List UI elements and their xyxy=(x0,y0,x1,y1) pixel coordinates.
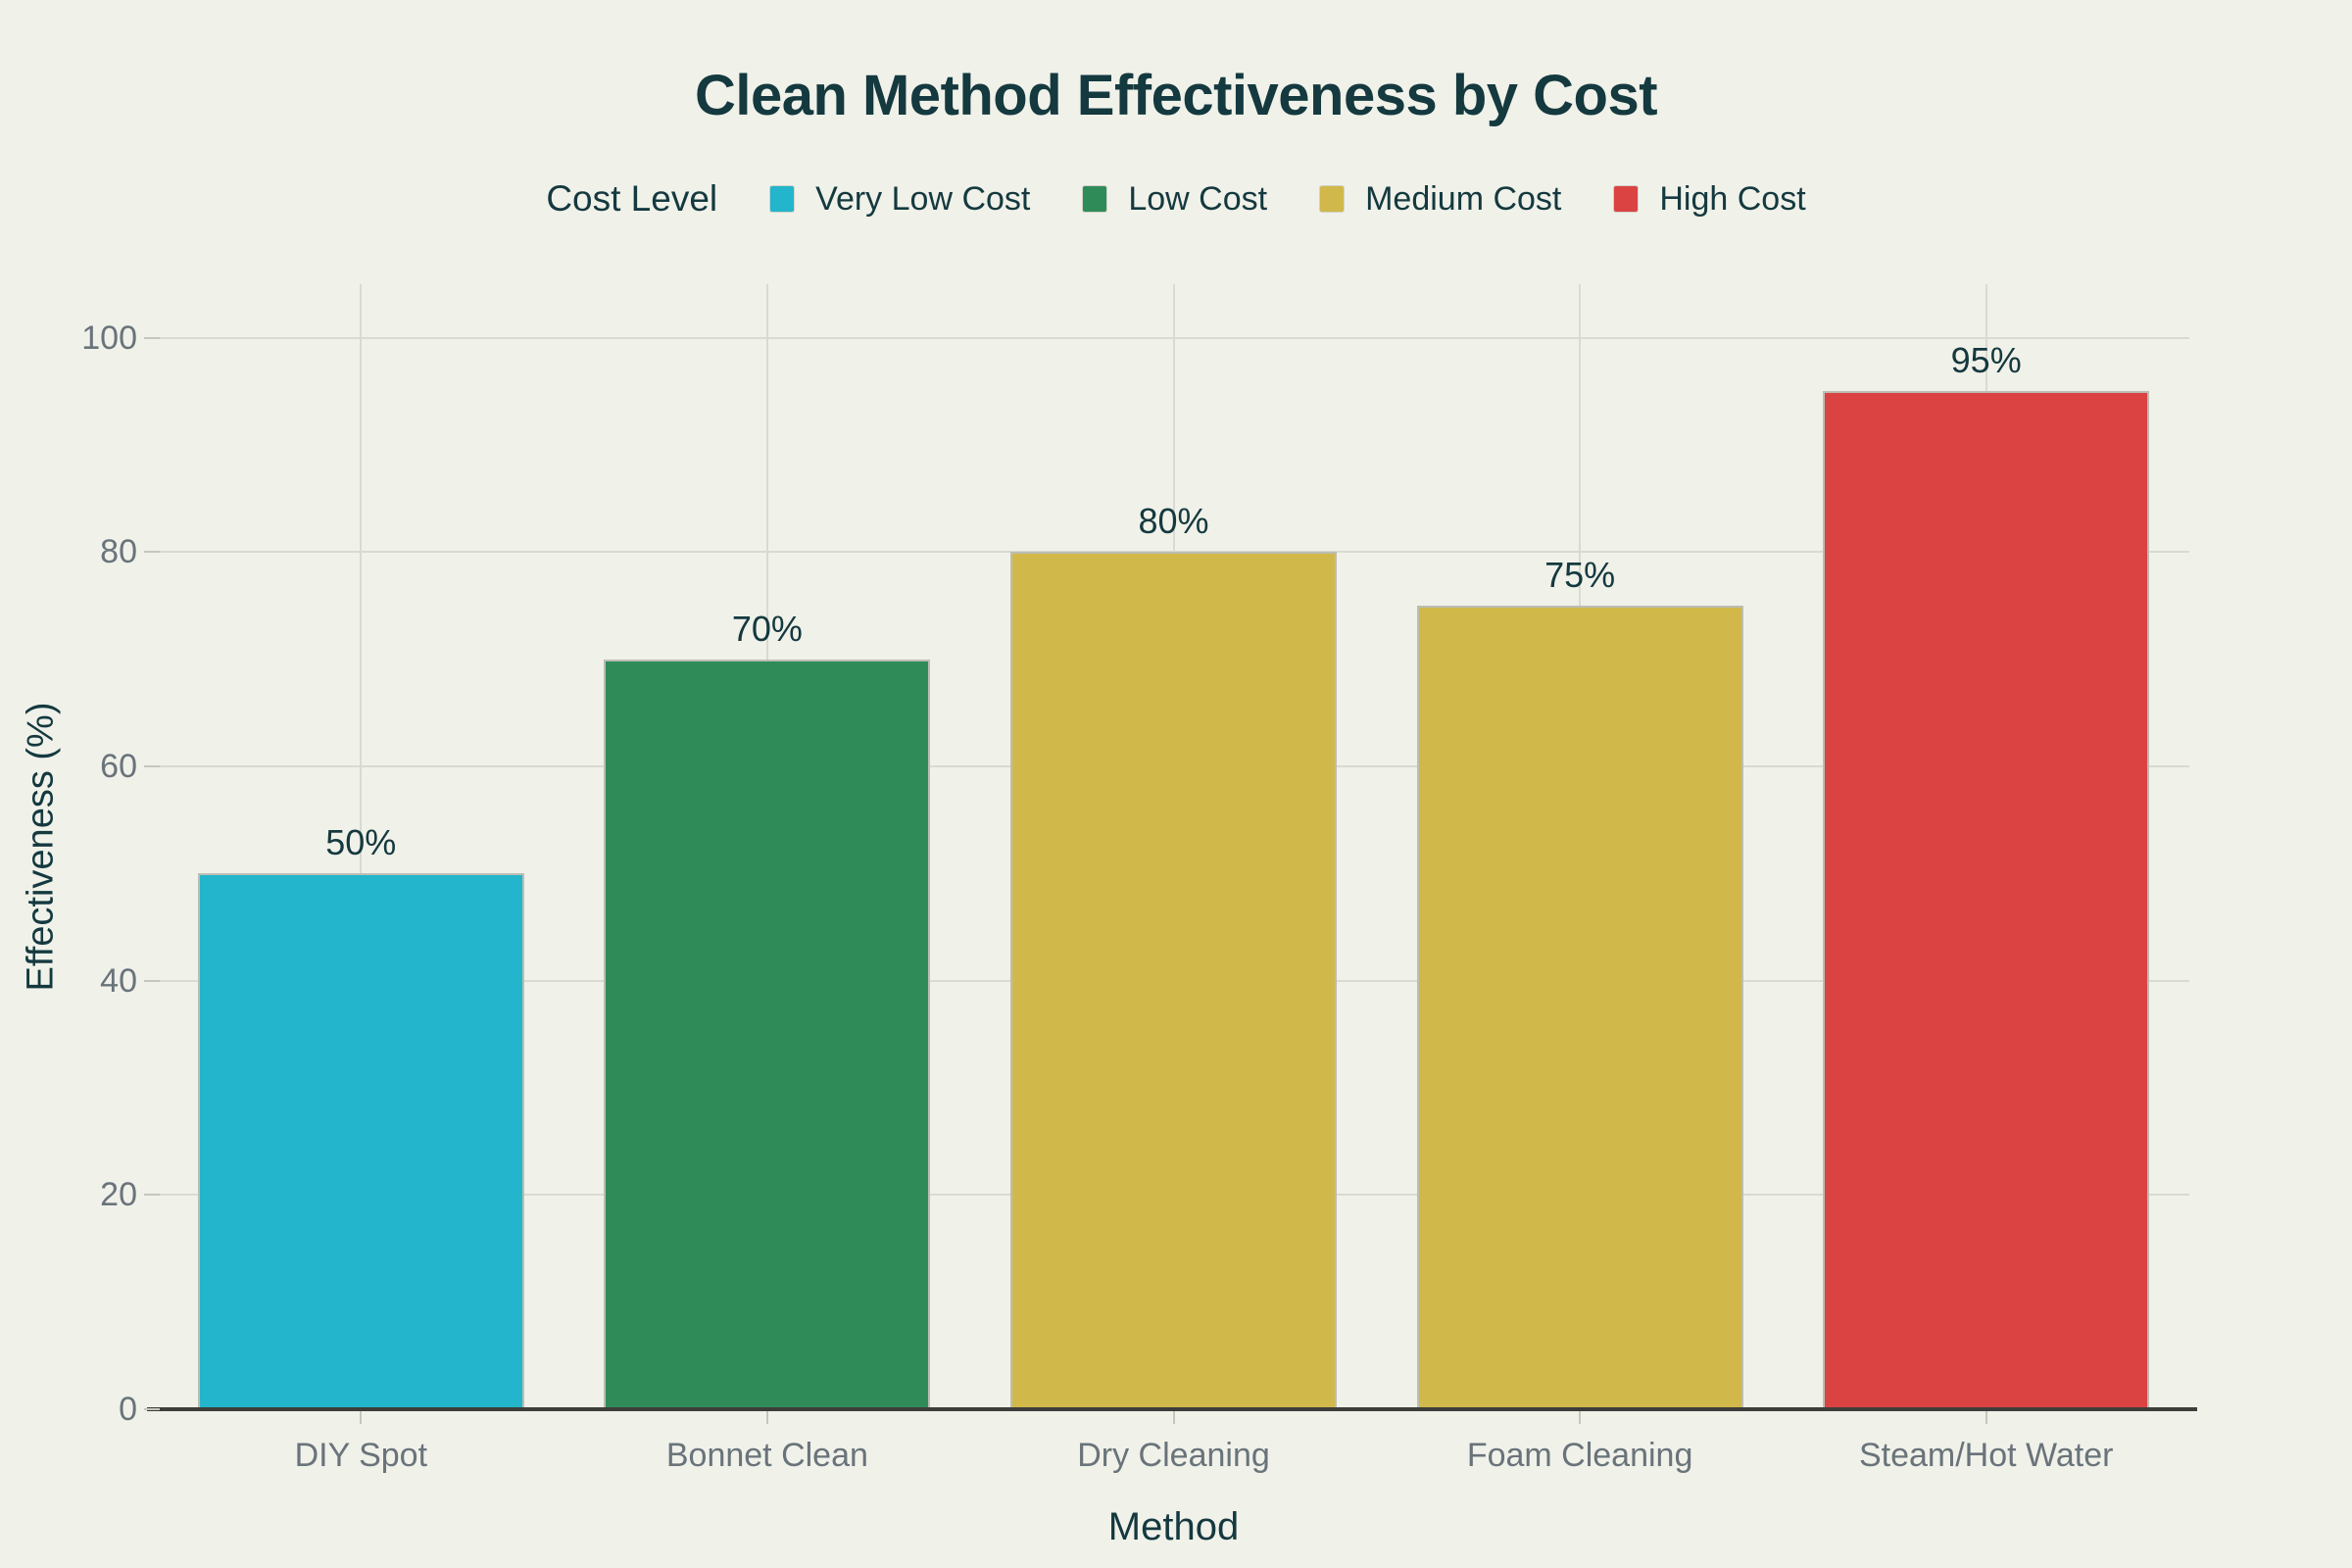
bar-value-label: 75% xyxy=(1544,555,1616,595)
y-tick-label: 40 xyxy=(100,961,137,1000)
y-tick-mark xyxy=(144,979,160,982)
legend-title: Cost Level xyxy=(546,178,718,219)
bar-steam-hot-water[interactable] xyxy=(1823,391,2150,1409)
legend-swatch-icon xyxy=(1614,186,1639,212)
x-tick-label: DIY Spot xyxy=(294,1437,428,1474)
bar-value-label: 70% xyxy=(731,608,803,649)
x-tick-mark xyxy=(360,1411,363,1424)
legend-swatch-icon xyxy=(1083,186,1107,212)
y-tick-mark xyxy=(144,551,160,554)
y-tick-mark xyxy=(144,1194,160,1197)
y-tick-label: 20 xyxy=(100,1176,137,1214)
legend-item-medium-cost[interactable]: Medium Cost xyxy=(1320,180,1561,219)
bar-value-label: 95% xyxy=(1950,340,2022,381)
y-tick-mark xyxy=(144,1408,160,1410)
x-gridline-diy-spot xyxy=(360,284,363,1409)
legend-swatch-icon xyxy=(1320,186,1345,212)
legend-swatch-icon xyxy=(770,186,795,212)
legend-item-label: Medium Cost xyxy=(1365,179,1562,218)
y-tick-label: 80 xyxy=(100,533,137,571)
x-tick-mark xyxy=(1172,1411,1175,1424)
bar-value-label: 80% xyxy=(1138,501,1209,542)
x-axis-title: Method xyxy=(1107,1505,1240,1548)
bar-bonnet-clean[interactable] xyxy=(604,659,931,1409)
y-tick-label: 0 xyxy=(119,1391,137,1428)
x-tick-label: Steam/Hot Water xyxy=(1858,1437,2114,1474)
y-tick-mark xyxy=(144,336,160,339)
x-tick-mark xyxy=(1984,1411,1987,1424)
x-tick-label: Foam Cleaning xyxy=(1466,1437,1693,1474)
x-tick-mark xyxy=(765,1411,768,1424)
legend-item-low-cost[interactable]: Low Cost xyxy=(1083,180,1267,219)
y-axis-title: Effectiveness (%) xyxy=(20,702,62,992)
plot-area: 50% 70% 80% 75% 95% xyxy=(158,284,2189,1409)
x-tick-mark xyxy=(1579,1411,1582,1424)
legend-item-very-low-cost[interactable]: Very Low Cost xyxy=(770,180,1030,219)
x-tick-label: Bonnet Clean xyxy=(665,1437,868,1474)
bar-dry-cleaning[interactable] xyxy=(1010,552,1337,1409)
bar-value-label: 50% xyxy=(325,822,397,863)
legend-item-label: Low Cost xyxy=(1128,179,1268,218)
y-tick-label: 100 xyxy=(81,318,137,357)
legend: Cost Level Very Low Cost Low Cost Medium C… xyxy=(0,174,2352,223)
chart-title: Clean Method Effectiveness by Cost xyxy=(694,64,1658,127)
x-axis-line xyxy=(147,1407,2197,1411)
legend-item-label: Very Low Cost xyxy=(815,179,1031,218)
legend-item-high-cost[interactable]: High Cost xyxy=(1614,179,1806,219)
x-tick-label: Dry Cleaning xyxy=(1077,1437,1270,1474)
y-tick-label: 60 xyxy=(100,748,137,785)
legend-item-label: High Cost xyxy=(1659,179,1806,218)
bar-diy-spot[interactable] xyxy=(197,873,524,1409)
y-tick-mark xyxy=(144,765,160,767)
bar-foam-cleaning[interactable] xyxy=(1416,606,1743,1409)
